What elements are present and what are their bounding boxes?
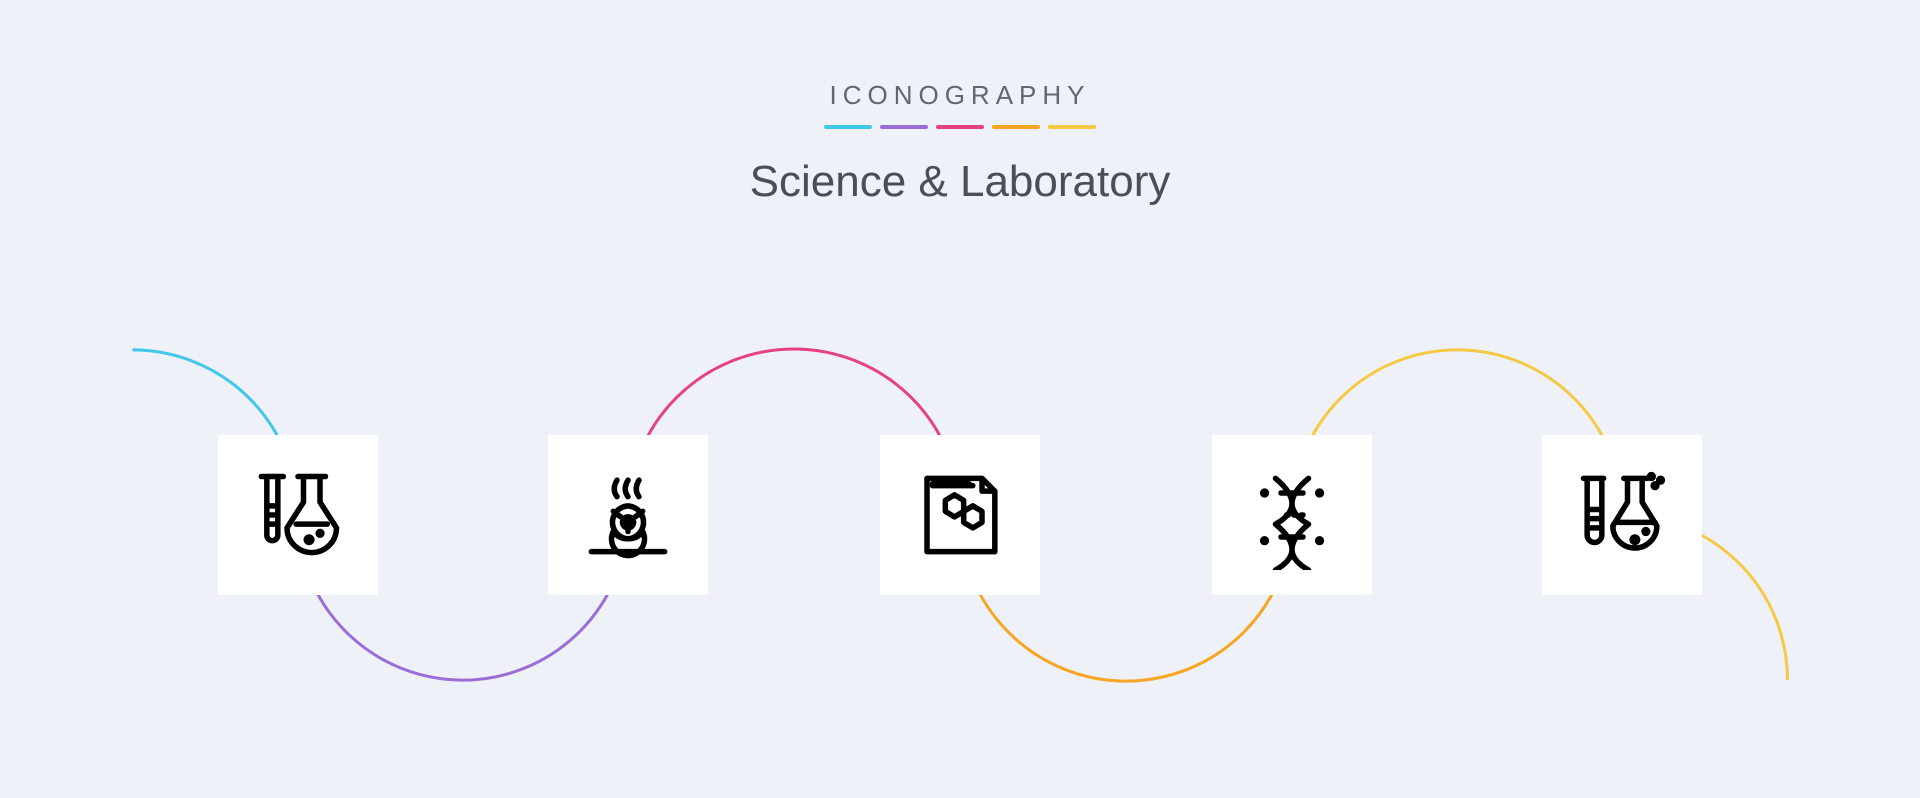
icon-card xyxy=(218,435,378,595)
icon-card xyxy=(1542,435,1702,595)
icon-card xyxy=(548,435,708,595)
underline-segment xyxy=(992,125,1040,129)
dna-icon xyxy=(1237,460,1347,570)
header: ICONOGRAPHY Science & Laboratory xyxy=(0,80,1920,207)
icon-card xyxy=(880,435,1040,595)
underline-segment xyxy=(1048,125,1096,129)
underline-segment xyxy=(936,125,984,129)
flask-tube-icon xyxy=(243,460,353,570)
icon-row xyxy=(0,300,1920,730)
brand-label: ICONOGRAPHY xyxy=(0,80,1920,111)
brand-underline xyxy=(0,125,1920,129)
page-title: Science & Laboratory xyxy=(0,157,1920,207)
underline-segment xyxy=(880,125,928,129)
chemistry-icon xyxy=(1567,460,1677,570)
molecule-sheet-icon xyxy=(905,460,1015,570)
wave-region xyxy=(0,300,1920,730)
underline-segment xyxy=(824,125,872,129)
infographic-canvas: ICONOGRAPHY Science & Laboratory xyxy=(0,0,1920,798)
icon-card xyxy=(1212,435,1372,595)
biohazard-icon xyxy=(573,460,683,570)
